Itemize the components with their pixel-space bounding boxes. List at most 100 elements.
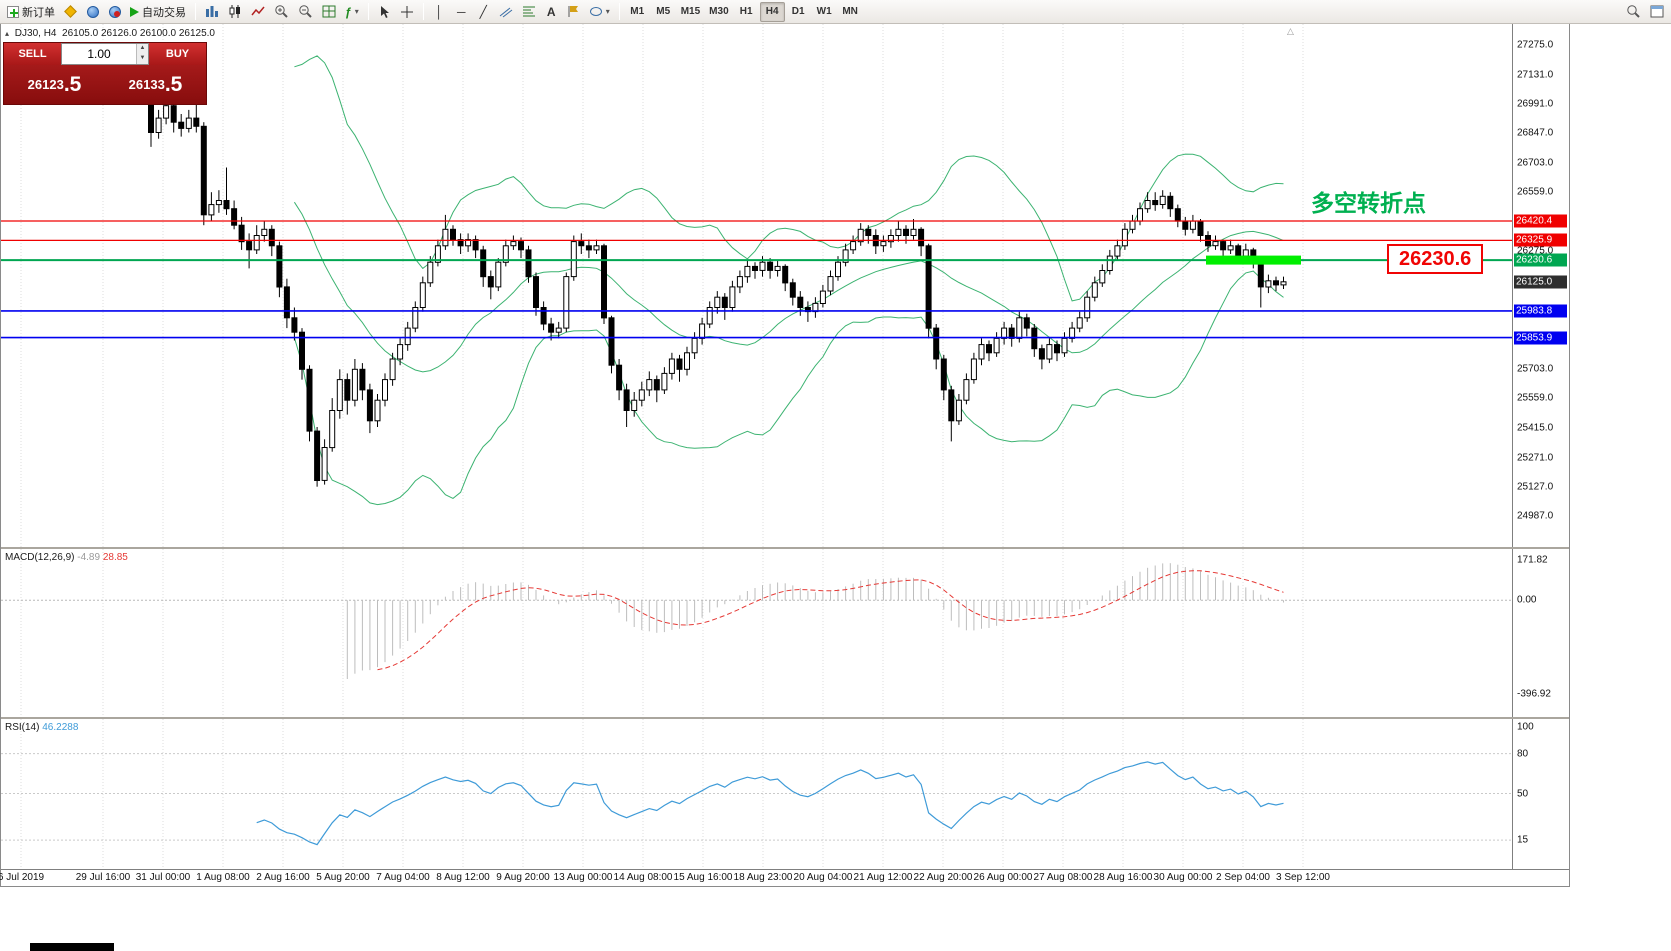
text-tool-button[interactable]: A bbox=[541, 2, 562, 22]
price-axis[interactable]: 27275.0 27131.0 26991.0 26847.0 26703.0 26559… bbox=[1512, 24, 1569, 547]
toolbar: 新订单 自动交易 ƒ ▾ │ ─ bbox=[0, 0, 1671, 24]
zoom-in-button[interactable] bbox=[270, 2, 293, 22]
tile-windows-button[interactable] bbox=[318, 2, 340, 22]
timeframe-w1-button[interactable]: W1 bbox=[816, 6, 832, 17]
shapes-dropdown-button[interactable]: ▾ bbox=[585, 2, 614, 22]
cursor-button[interactable] bbox=[374, 2, 395, 22]
candle bbox=[706, 307, 713, 325]
volume-down-button[interactable]: ▼ bbox=[137, 54, 148, 64]
candle bbox=[200, 125, 207, 216]
candle bbox=[918, 228, 925, 247]
timeframe-h4-button[interactable]: H4 bbox=[759, 1, 785, 22]
new-window-button[interactable] bbox=[1646, 2, 1668, 22]
time-axis-label: 6 Jul 2019 bbox=[0, 872, 45, 883]
candle bbox=[419, 282, 426, 308]
label-tool-button[interactable] bbox=[563, 2, 584, 22]
candle bbox=[1174, 208, 1181, 222]
timeframe-m1-button[interactable]: M1 bbox=[630, 6, 645, 17]
time-axis-label: 15 Aug 16:00 bbox=[673, 872, 733, 883]
zoom-in-icon bbox=[275, 5, 288, 18]
indicators-button[interactable]: ƒ ▾ bbox=[341, 2, 363, 22]
rsi-value: 46.2288 bbox=[42, 722, 79, 733]
chevron-down-icon: ▾ bbox=[605, 7, 610, 16]
candlestick-chart-button[interactable] bbox=[224, 2, 246, 22]
horizontal-line-tool-button[interactable]: ─ bbox=[451, 2, 472, 22]
candle bbox=[178, 121, 185, 129]
candle bbox=[193, 117, 200, 127]
volume-up-button[interactable]: ▲ bbox=[137, 44, 148, 54]
time-axis[interactable]: 6 Jul 2019 29 Jul 16:00 31 Jul 00:00 1 Aug … bbox=[0, 869, 1569, 886]
candle bbox=[940, 358, 947, 391]
rsi-pane: 100 80 50 15 RSI(14) 46.2288 bbox=[1, 719, 1569, 869]
candle bbox=[1167, 195, 1174, 210]
zoom-out-button[interactable] bbox=[294, 2, 317, 22]
candle bbox=[797, 296, 804, 309]
candle bbox=[887, 235, 894, 243]
candle bbox=[1280, 281, 1287, 286]
toolbar-separator bbox=[422, 3, 424, 20]
candle bbox=[397, 344, 404, 360]
rsi-scale-label: 100 bbox=[1517, 721, 1534, 733]
one-click-trading-panel: SELL 1.00 ▲ ▼ BUY 26123.5 26133.5 bbox=[3, 42, 207, 105]
line-chart-button[interactable] bbox=[247, 2, 269, 22]
candle bbox=[578, 241, 585, 247]
autotrading-button[interactable]: 自动交易 bbox=[126, 2, 190, 22]
candle bbox=[170, 105, 177, 123]
timeframe-m30-button[interactable]: M30 bbox=[709, 6, 729, 17]
volume-value[interactable]: 1.00 bbox=[87, 47, 111, 61]
pane-separator[interactable] bbox=[1, 717, 1569, 719]
macd-plot[interactable] bbox=[1, 549, 1513, 717]
text-tool-icon: A bbox=[546, 4, 556, 19]
candle bbox=[736, 276, 743, 288]
timeframe-m15-button[interactable]: M15 bbox=[680, 6, 701, 17]
timeframe-h1-button[interactable]: H1 bbox=[739, 6, 753, 17]
market-watch-button[interactable] bbox=[60, 2, 81, 22]
one-click-toggle-icon[interactable]: ▴ bbox=[5, 29, 10, 38]
candle bbox=[487, 276, 494, 288]
rsi-scale-label: 80 bbox=[1517, 748, 1529, 760]
candle bbox=[336, 379, 343, 412]
time-axis-label: 5 Aug 20:00 bbox=[316, 872, 370, 883]
new-order-button[interactable]: 新订单 bbox=[3, 2, 59, 22]
candle bbox=[963, 379, 970, 401]
trendline-tool-button[interactable]: ╱ bbox=[473, 2, 494, 22]
crosshair-button[interactable] bbox=[396, 2, 418, 22]
candle bbox=[835, 261, 841, 278]
candle bbox=[1189, 220, 1196, 230]
price-callout: 26230.6 bbox=[1387, 244, 1484, 274]
candle bbox=[495, 261, 502, 288]
timeframe-m5-button[interactable]: M5 bbox=[656, 6, 671, 17]
candle bbox=[404, 327, 411, 346]
candle bbox=[359, 368, 366, 391]
search-button[interactable] bbox=[1622, 2, 1645, 22]
candle bbox=[1121, 228, 1128, 247]
candle bbox=[978, 344, 985, 360]
time-axis-label: 28 Aug 16:00 bbox=[1093, 872, 1153, 883]
main-plot[interactable] bbox=[1, 24, 1513, 547]
candle bbox=[502, 245, 509, 263]
buy-button[interactable]: BUY bbox=[149, 43, 206, 65]
time-axis-label: 21 Aug 12:00 bbox=[853, 872, 913, 883]
time-axis-label: 13 Aug 00:00 bbox=[553, 872, 613, 883]
timeframe-d1-button[interactable]: D1 bbox=[791, 6, 805, 17]
time-axis-label: 31 Jul 00:00 bbox=[135, 872, 191, 883]
label-flag-icon bbox=[568, 6, 578, 17]
candle bbox=[616, 364, 623, 391]
rsi-plot[interactable] bbox=[1, 719, 1513, 869]
symbol-name: DJ30, H4 bbox=[14, 28, 57, 39]
candle bbox=[684, 352, 690, 370]
sell-button[interactable]: SELL bbox=[4, 43, 61, 65]
pane-separator[interactable] bbox=[1, 547, 1569, 549]
candle bbox=[1257, 261, 1264, 288]
candle bbox=[1212, 241, 1219, 247]
bar-chart-button[interactable] bbox=[201, 2, 223, 22]
fibonacci-tool-button[interactable] bbox=[518, 2, 540, 22]
candle bbox=[782, 265, 789, 284]
timeframe-group: M1 M5 M15 M30 H1 H4 D1 W1 MN bbox=[625, 1, 863, 22]
terminal-button[interactable] bbox=[104, 2, 125, 22]
vertical-line-tool-button[interactable]: │ bbox=[429, 2, 450, 22]
channel-tool-button[interactable] bbox=[495, 2, 517, 22]
navigator-button[interactable] bbox=[82, 2, 103, 22]
timeframe-mn-button[interactable]: MN bbox=[842, 6, 858, 17]
candle bbox=[563, 276, 570, 329]
